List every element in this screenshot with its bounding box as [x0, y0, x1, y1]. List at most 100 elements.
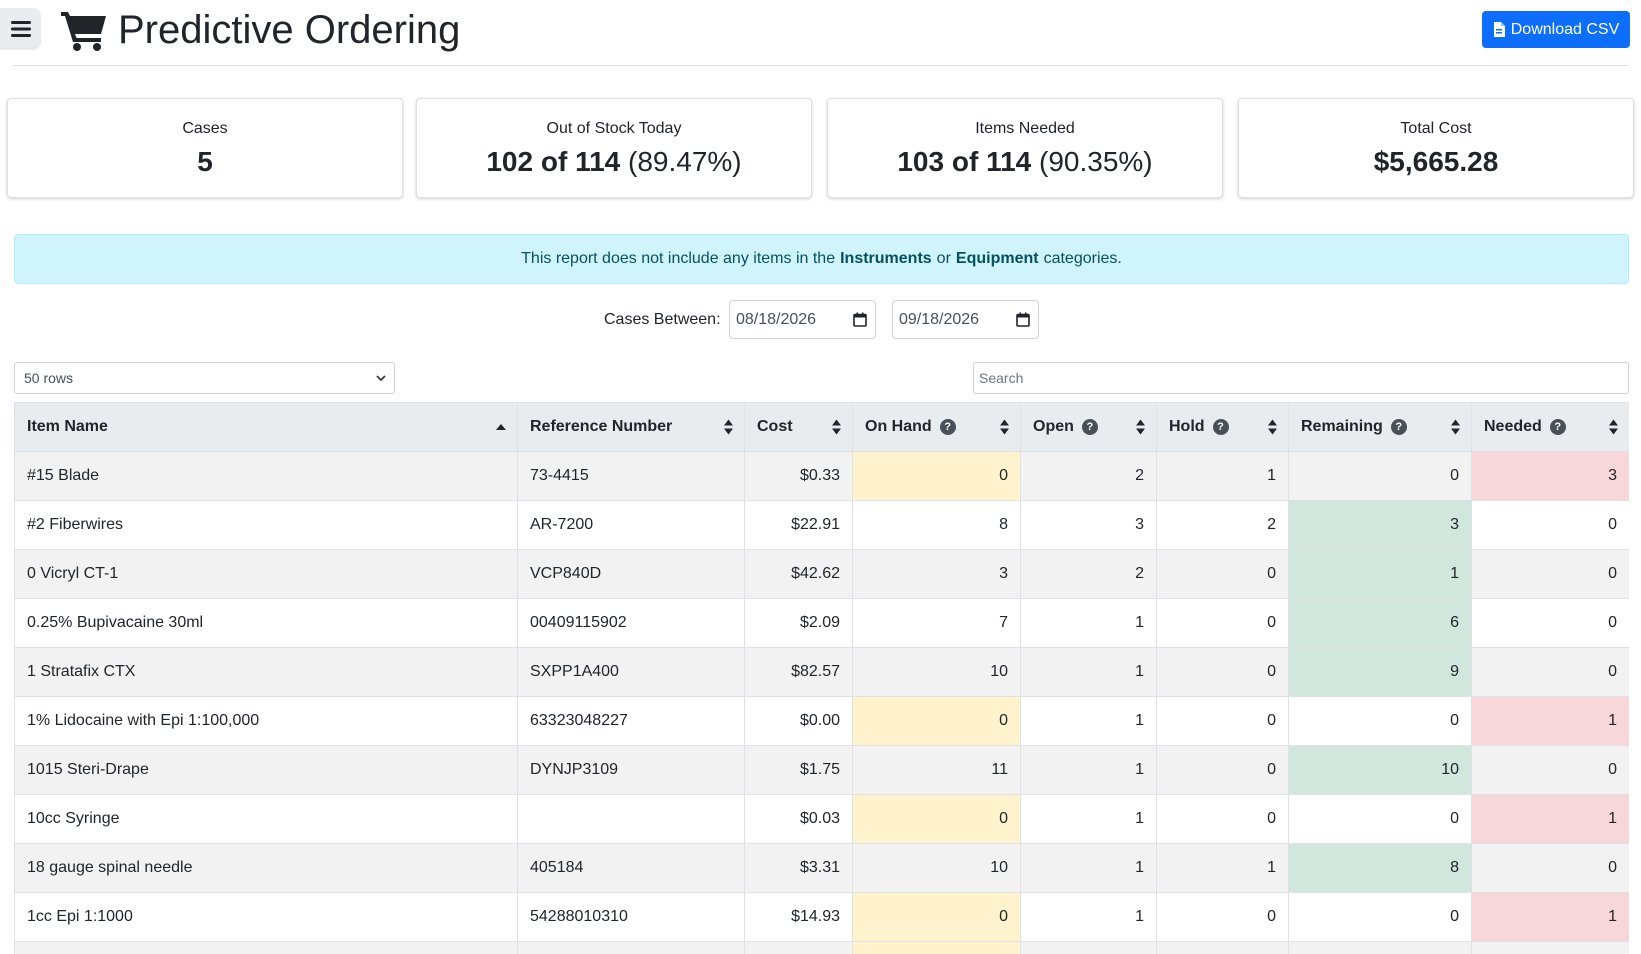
cell-open: 1: [1020, 696, 1157, 746]
cell-open: 1: [1020, 794, 1157, 844]
column-header-hold[interactable]: Hold?: [1156, 402, 1289, 452]
table-row: #15 Blade 73-4415 $0.33 0 2 1 0 3: [14, 451, 1629, 501]
cell-item-name: 1 Stratafix CTX: [14, 647, 518, 697]
cell-item-name: 1% Lidocaine with Epi 1:100,000: [14, 696, 518, 746]
cell-on-hand: 0: [852, 794, 1021, 844]
cell-reference-number: 73-4415: [517, 451, 745, 501]
cell-item-name: 1cc Epi 1:1000: [14, 892, 518, 942]
help-icon[interactable]: ?: [939, 419, 956, 435]
items-table: Item Name Reference Number Cost On Hand?…: [14, 402, 1629, 954]
cell-needed: 0: [1471, 647, 1629, 697]
cell-needed: 0: [1471, 549, 1629, 599]
menu-button[interactable]: [0, 8, 41, 50]
cell-remaining: 8: [1288, 843, 1472, 893]
table-row: 0.25% Bupivacaine 30ml 00409115902 $2.09 7 1…: [14, 598, 1629, 648]
cell-remaining: 0: [1288, 451, 1472, 501]
sort-icon: [1136, 419, 1145, 435]
cell-reference-number: [517, 794, 745, 844]
cell-on-hand: [852, 941, 1021, 954]
table-row: [14, 941, 1629, 954]
sort-ascending-icon: [496, 424, 506, 430]
rows-per-page-select[interactable]: 50 rows: [14, 362, 395, 394]
cell-hold: 1: [1156, 451, 1289, 501]
download-csv-button[interactable]: Download CSV: [1482, 11, 1630, 48]
sort-icon: [1451, 419, 1460, 435]
date-range-label: Cases Between:: [604, 311, 721, 328]
help-icon[interactable]: ?: [1212, 419, 1229, 435]
sort-icon: [1609, 419, 1618, 435]
cell-remaining: 0: [1288, 794, 1472, 844]
cell-on-hand: 10: [852, 843, 1021, 893]
help-icon[interactable]: ?: [1081, 419, 1098, 435]
column-header-open[interactable]: Open?: [1020, 402, 1157, 452]
cell-needed: 1: [1471, 696, 1629, 746]
start-date-input[interactable]: 08/18/2026: [729, 300, 876, 339]
csv-file-icon: [1493, 22, 1505, 37]
download-csv-label: Download CSV: [1510, 20, 1620, 38]
column-header-cost[interactable]: Cost: [744, 402, 853, 452]
search-placeholder: Search: [979, 370, 1024, 386]
cell-cost: $14.93: [744, 892, 853, 942]
stat-value: 102 of 114 (89.47%): [486, 146, 742, 177]
cell-open: 1: [1020, 745, 1157, 795]
cell-item-name: #15 Blade: [14, 451, 518, 501]
cell-on-hand: 0: [852, 696, 1021, 746]
cell-needed: 0: [1471, 500, 1629, 550]
column-header-remaining[interactable]: Remaining?: [1288, 402, 1472, 452]
help-icon[interactable]: ?: [1390, 419, 1407, 435]
cell-reference-number: [517, 941, 745, 954]
cell-open: 2: [1020, 549, 1157, 599]
sort-icon: [832, 419, 841, 435]
shopping-cart-icon: [61, 12, 106, 51]
stat-card-items-needed: Items Needed 103 of 114 (90.35%): [827, 98, 1223, 198]
cell-item-name: 0 Vicryl CT-1: [14, 549, 518, 599]
cell-needed: 0: [1471, 598, 1629, 648]
stat-card-out-of-stock: Out of Stock Today 102 of 114 (89.47%): [416, 98, 812, 198]
stat-label: Cases: [182, 120, 228, 137]
cell-reference-number: 63323048227: [517, 696, 745, 746]
cell-reference-number: 405184: [517, 843, 745, 893]
stat-label: Items Needed: [975, 120, 1075, 137]
cell-hold: 0: [1156, 598, 1289, 648]
cell-needed: 1: [1471, 794, 1629, 844]
cell-hold: [1156, 941, 1289, 954]
stat-label: Out of Stock Today: [546, 120, 682, 137]
cell-reference-number: SXPP1A400: [517, 647, 745, 697]
table-row: 1% Lidocaine with Epi 1:100,000 633230482…: [14, 696, 1629, 746]
help-icon[interactable]: ?: [1549, 419, 1566, 435]
cell-hold: 0: [1156, 892, 1289, 942]
cell-needed: 3: [1471, 451, 1629, 501]
cell-cost: $3.31: [744, 843, 853, 893]
cell-item-name: #2 Fiberwires: [14, 500, 518, 550]
stat-card-total-cost: Total Cost $5,665.28: [1238, 98, 1634, 198]
cell-open: 1: [1020, 598, 1157, 648]
table-row: 1cc Epi 1:1000 54288010310 $14.93 0 1 0 0 1: [14, 892, 1629, 942]
cell-on-hand: 0: [852, 892, 1021, 942]
column-header-needed[interactable]: Needed?: [1471, 402, 1629, 452]
header-divider: [12, 65, 1629, 66]
end-date-input[interactable]: 09/18/2026: [892, 300, 1039, 339]
search-input[interactable]: Search: [973, 362, 1629, 394]
table-row: #2 Fiberwires AR-7200 $22.91 8 3 2 3 0: [14, 500, 1629, 550]
cell-hold: 0: [1156, 745, 1289, 795]
cell-hold: 0: [1156, 794, 1289, 844]
category-instruments: Instruments: [840, 250, 932, 267]
cell-hold: 0: [1156, 696, 1289, 746]
calendar-icon: [853, 312, 867, 327]
column-header-item-name[interactable]: Item Name: [14, 402, 518, 452]
table-row: 10cc Syringe $0.03 0 1 0 0 1: [14, 794, 1629, 844]
cell-item-name: 1015 Steri-Drape: [14, 745, 518, 795]
cell-open: 3: [1020, 500, 1157, 550]
cell-remaining: 6: [1288, 598, 1472, 648]
cell-cost: $22.91: [744, 500, 853, 550]
cell-on-hand: 11: [852, 745, 1021, 795]
column-header-on-hand[interactable]: On Hand?: [852, 402, 1021, 452]
cell-needed: 0: [1471, 745, 1629, 795]
cell-on-hand: 7: [852, 598, 1021, 648]
cell-cost: $1.75: [744, 745, 853, 795]
cell-open: 1: [1020, 647, 1157, 697]
column-header-reference-number[interactable]: Reference Number: [517, 402, 745, 452]
cell-cost: $0.33: [744, 451, 853, 501]
chevron-down-icon: [376, 374, 386, 381]
rows-selected-value: 50 rows: [24, 370, 74, 386]
